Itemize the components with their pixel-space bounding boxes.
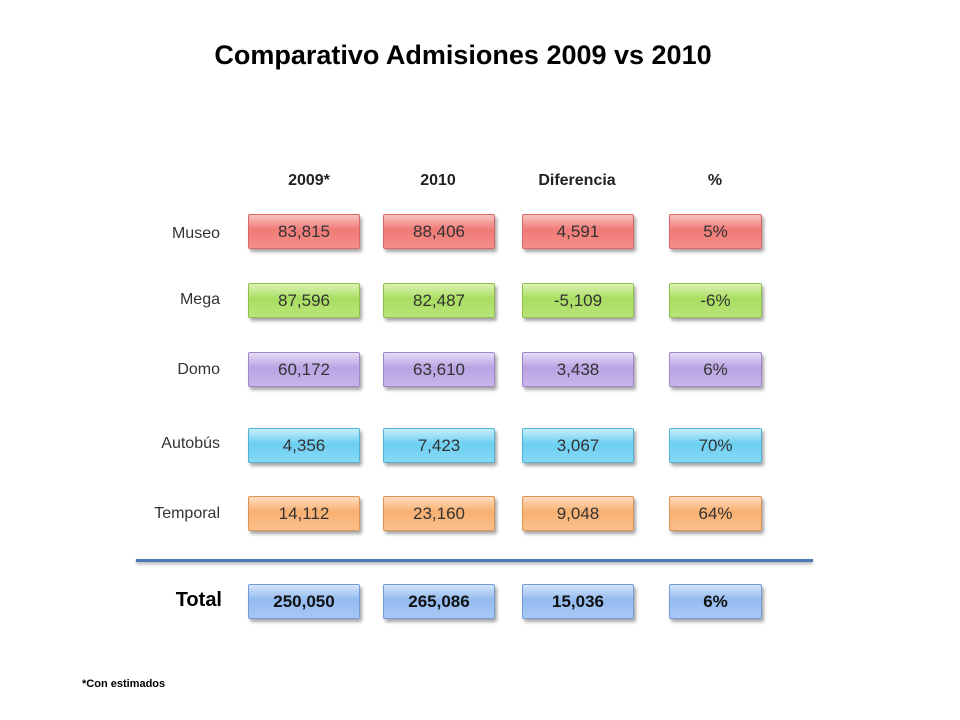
cell-autobus-2009: 4,356 [248, 428, 360, 463]
cell-total-2010: 265,086 [383, 584, 495, 619]
cell-autobus-2010: 7,423 [383, 428, 495, 463]
cell-mega-2009: 87,596 [248, 283, 360, 318]
row-label-domo: Domo [177, 361, 220, 378]
cell-mega-diferencia: -5,109 [522, 283, 634, 318]
cell-mega-percent: -6% [669, 283, 762, 318]
row-label-museo: Museo [171, 225, 220, 242]
row-label-mega: Mega [179, 291, 220, 308]
row-label-temporal: Temporal [154, 505, 220, 522]
cell-total-2009: 250,050 [248, 584, 360, 619]
cell-autobus-percent: 70% [669, 428, 762, 463]
row-label-autobus: Autobús [161, 435, 220, 452]
cell-museo-diferencia: 4,591 [522, 214, 634, 249]
cell-museo-percent: 5% [669, 214, 762, 249]
total-label: Total [175, 589, 222, 611]
column-header-diferencia: Diferencia [538, 172, 616, 189]
cell-domo-2010: 63,610 [383, 352, 495, 387]
cell-domo-2009: 60,172 [248, 352, 360, 387]
cell-domo-diferencia: 3,438 [522, 352, 634, 387]
page-title: Comparativo Admisiones 2009 vs 2010 [214, 40, 712, 70]
cell-total-diferencia: 15,036 [522, 584, 634, 619]
column-header-2010: 2010 [420, 172, 456, 189]
cell-temporal-2009: 14,112 [248, 496, 360, 531]
cell-museo-2010: 88,406 [383, 214, 495, 249]
cell-mega-2010: 82,487 [383, 283, 495, 318]
cell-temporal-percent: 64% [669, 496, 762, 531]
column-header-percent: % [707, 172, 723, 189]
cell-temporal-diferencia: 9,048 [522, 496, 634, 531]
cell-domo-percent: 6% [669, 352, 762, 387]
cell-autobus-diferencia: 3,067 [522, 428, 634, 463]
column-header-2009: 2009* [288, 172, 330, 189]
cell-museo-2009: 83,815 [248, 214, 360, 249]
separator-line [136, 559, 813, 562]
cell-total-percent: 6% [669, 584, 762, 619]
footnote: *Con estimados [82, 678, 166, 690]
cell-temporal-2010: 23,160 [383, 496, 495, 531]
